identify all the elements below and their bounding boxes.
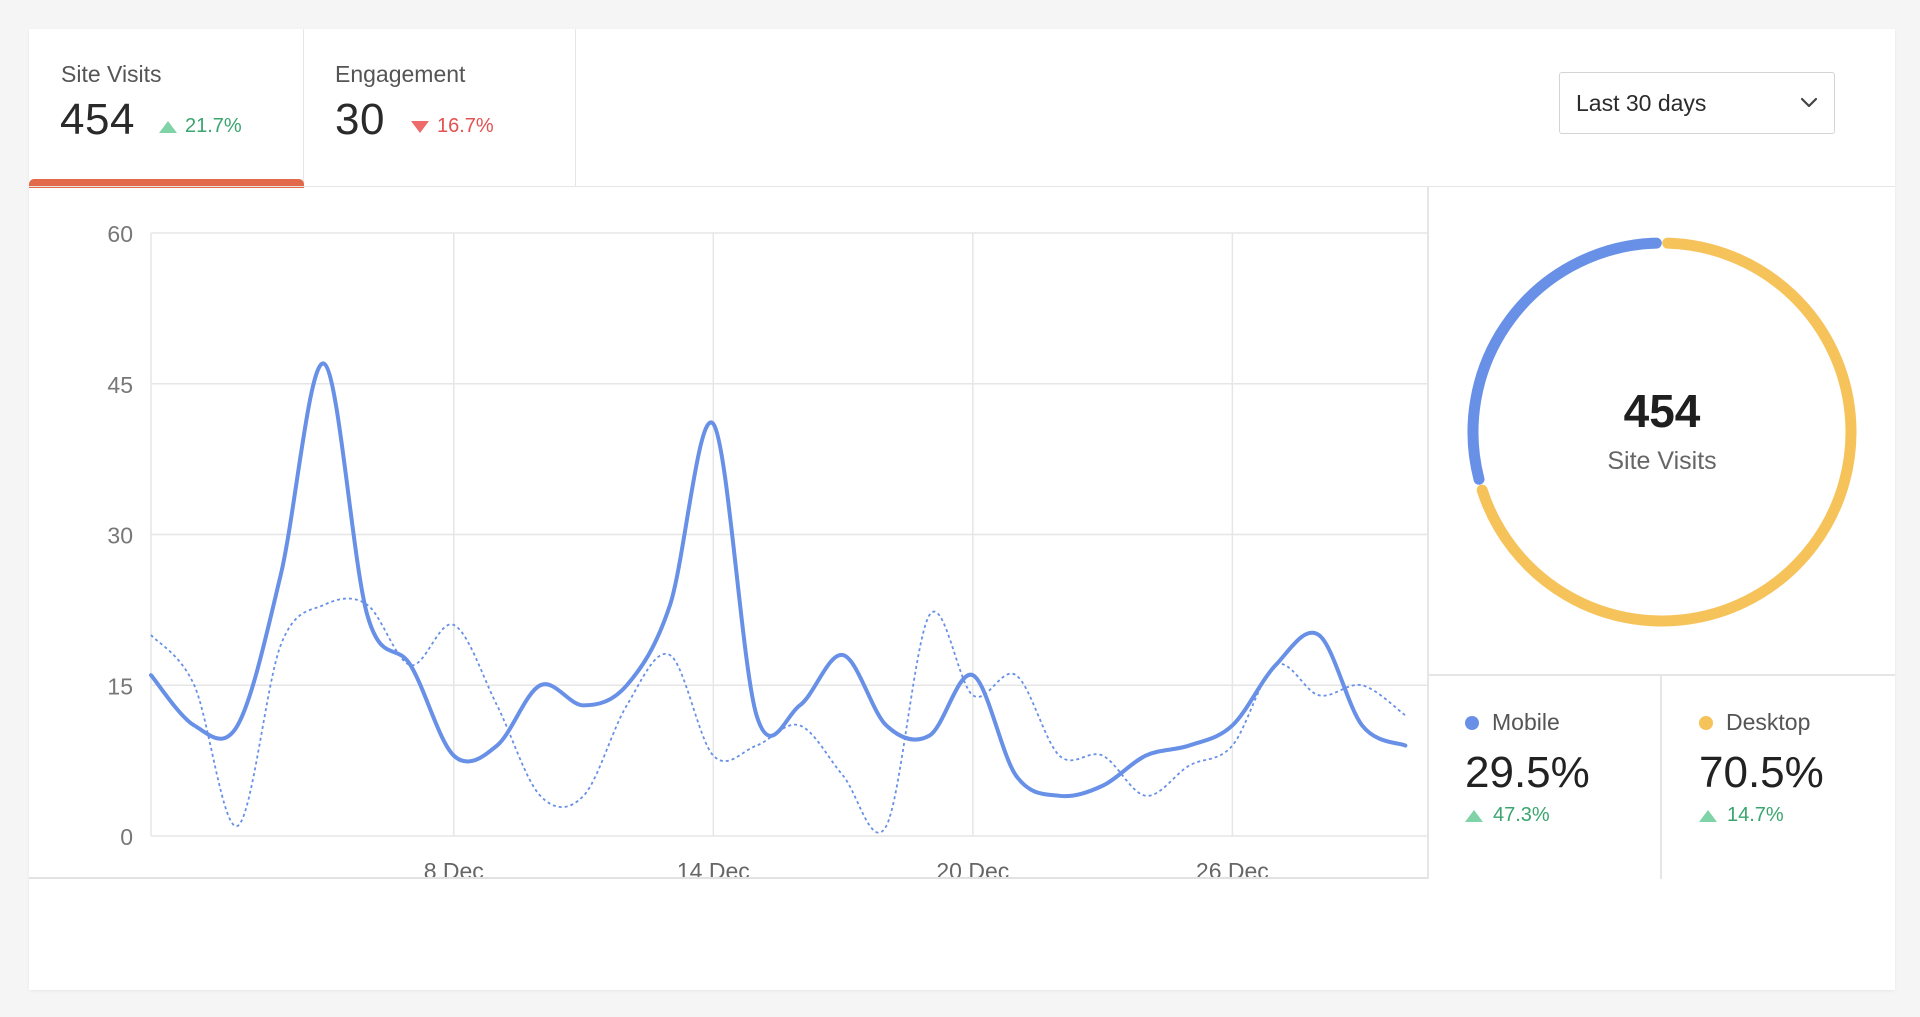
site-visits-delta: 21.7%	[159, 115, 242, 138]
desktop-delta: 14.7%	[1699, 804, 1824, 827]
engagement-delta-text: 16.7%	[437, 115, 494, 137]
x-tick-label: 26 Dec	[1196, 858, 1269, 877]
donut-center-label: Site Visits	[1607, 447, 1717, 475]
site-visits-value: 454	[60, 95, 135, 144]
mobile-legend-dot	[1465, 715, 1479, 730]
y-tick-label: 15	[107, 673, 133, 699]
mobile-delta-text: 47.3%	[1493, 804, 1550, 826]
desktop-value: 70.5%	[1699, 748, 1824, 797]
trend-down-icon	[411, 120, 429, 133]
device-donut-chart	[1467, 237, 1857, 627]
segment-separator	[1660, 676, 1662, 879]
active-tab-indicator	[29, 179, 304, 188]
chart-bottom-divider	[29, 877, 1427, 879]
panel-divider	[1427, 187, 1429, 879]
y-tick-label: 45	[107, 372, 133, 398]
tab-engagement[interactable]: Engagement 30 16.7%	[304, 29, 576, 186]
engagement-delta: 16.7%	[411, 115, 494, 138]
desktop-legend-dot	[1699, 715, 1713, 730]
site-visits-delta-text: 21.7%	[185, 115, 242, 137]
segment-divider	[1429, 674, 1895, 676]
analytics-card: Site Visits 454 21.7% Engagement 30 16.7…	[29, 29, 1895, 990]
header-divider	[29, 186, 1895, 187]
trend-up-icon	[1465, 809, 1483, 822]
y-tick-label: 60	[107, 221, 133, 247]
desktop-label: Desktop	[1726, 709, 1811, 735]
site-visits-series-line	[149, 361, 1408, 799]
mobile-delta: 47.3%	[1465, 804, 1590, 827]
y-tick-label: 0	[120, 824, 133, 850]
chevron-down-icon	[1800, 97, 1818, 108]
engagement-value: 30	[335, 95, 385, 144]
donut-slice-desktop	[1476, 237, 1857, 627]
comparison-series-line	[150, 597, 1406, 834]
desktop-stat: Desktop 70.5% 14.7%	[1699, 709, 1824, 827]
donut-center-value: 454	[1623, 385, 1701, 437]
engagement-label: Engagement	[335, 61, 466, 87]
trend-up-icon	[1699, 809, 1717, 822]
x-tick-label: 8 Dec	[424, 858, 484, 877]
mobile-value: 29.5%	[1465, 748, 1590, 797]
site-visits-line-chart: 0 15 30 45 60 8 Dec 14 Dec 20 Dec 26 Dec	[107, 221, 1427, 877]
date-range-select[interactable]: Last 30 days	[1559, 72, 1835, 134]
y-tick-label: 30	[107, 523, 133, 549]
date-range-value: Last 30 days	[1576, 89, 1707, 116]
donut-slice-mobile	[1467, 237, 1662, 485]
mobile-label: Mobile	[1492, 709, 1560, 735]
site-visits-label: Site Visits	[61, 61, 162, 87]
mobile-stat: Mobile 29.5% 47.3%	[1465, 709, 1590, 827]
desktop-delta-text: 14.7%	[1727, 804, 1784, 826]
x-tick-label: 20 Dec	[936, 858, 1009, 877]
x-tick-label: 14 Dec	[677, 858, 750, 877]
trend-up-icon	[159, 120, 177, 133]
tab-site-visits[interactable]: Site Visits 454 21.7%	[29, 29, 304, 188]
